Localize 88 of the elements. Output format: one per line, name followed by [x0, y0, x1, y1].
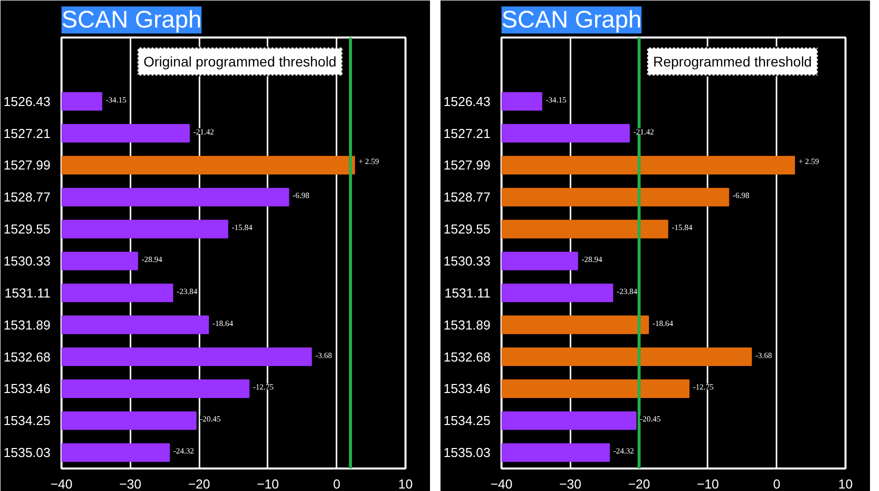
data-label: + 2.59 — [798, 157, 820, 166]
y-tick-label: 1528.77 — [444, 190, 491, 205]
bar — [62, 379, 250, 398]
x-tick-label: −20 — [628, 476, 650, 491]
bar — [502, 252, 578, 270]
data-label: -20.45 — [200, 414, 221, 424]
data-label: -6.98 — [732, 191, 750, 200]
y-tick-label: 1529.55 — [444, 222, 491, 237]
data-label: -12.75 — [252, 382, 274, 392]
data-label: -34.15 — [546, 95, 566, 104]
y-tick-label: 1534.25 — [444, 413, 491, 428]
bar — [62, 188, 290, 206]
bar — [502, 379, 690, 398]
y-tick-label: 1533.46 — [4, 381, 51, 396]
data-label: -21.42 — [633, 127, 654, 136]
y-tick-label: 1527.99 — [4, 158, 51, 173]
chart-title: SCAN Graph — [62, 6, 202, 34]
x-tick-label: −30 — [119, 476, 142, 491]
y-tick-label: 1531.89 — [444, 317, 491, 332]
bar — [62, 124, 190, 143]
data-label: -6.98 — [292, 191, 310, 200]
bar — [502, 411, 637, 430]
data-label: -3.68 — [755, 350, 772, 360]
bar — [62, 443, 170, 462]
data-label: + 2.59 — [358, 157, 380, 166]
x-tick-label: 0 — [333, 476, 340, 491]
y-tick-label: 1530.33 — [4, 253, 51, 268]
data-label: -3.68 — [315, 350, 332, 360]
data-label: -23.84 — [176, 286, 198, 296]
y-tick-label: 1529.55 — [4, 222, 51, 237]
data-label: -24.32 — [613, 446, 634, 456]
data-label: -18.64 — [652, 318, 674, 328]
y-tick-label: 1526.43 — [444, 94, 491, 109]
y-tick-label: 1530.33 — [444, 253, 491, 268]
bar — [62, 252, 138, 270]
bar — [62, 284, 174, 302]
bar — [62, 220, 228, 238]
x-tick-label: −40 — [490, 476, 513, 491]
x-tick-label: −20 — [188, 476, 210, 491]
bar — [502, 316, 649, 334]
data-label: -28.94 — [582, 254, 602, 264]
bar — [502, 284, 614, 302]
data-label: -20.45 — [640, 414, 661, 424]
data-label: -34.15 — [106, 95, 126, 104]
bar — [502, 124, 630, 143]
data-label: -15.84 — [232, 223, 252, 232]
x-tick-label: 10 — [838, 476, 853, 491]
data-label: -12.75 — [692, 382, 714, 392]
bar — [502, 188, 730, 206]
chart-title: SCAN Graph — [502, 6, 642, 34]
x-tick-label: −40 — [50, 476, 73, 491]
y-tick-label: 1532.68 — [4, 349, 51, 364]
y-tick-label: 1531.11 — [4, 285, 51, 300]
y-tick-label: 1528.77 — [4, 190, 51, 205]
ref-line-label: Reprogrammed threshold — [653, 53, 812, 70]
data-label: -28.94 — [142, 254, 162, 264]
bar — [62, 411, 197, 430]
y-tick-label: 1534.25 — [4, 413, 51, 428]
x-tick-label: −10 — [256, 476, 279, 491]
data-label: -21.42 — [193, 127, 214, 136]
y-tick-label: 1531.11 — [444, 285, 491, 300]
y-tick-label: 1535.03 — [4, 445, 51, 460]
x-tick-label: 0 — [773, 476, 780, 491]
ref-line-label: Original programmed threshold — [143, 53, 336, 70]
x-tick-label: −30 — [559, 476, 582, 491]
y-tick-label: 1531.89 — [4, 317, 51, 332]
y-tick-label: 1527.99 — [444, 158, 491, 173]
y-tick-label: 1532.68 — [444, 349, 491, 364]
bar — [502, 347, 752, 366]
x-tick-label: −10 — [696, 476, 719, 491]
y-tick-label: 1535.03 — [444, 445, 491, 460]
y-tick-label: 1527.21 — [444, 126, 491, 141]
bar — [62, 347, 312, 366]
bar — [502, 443, 610, 462]
y-tick-label: 1533.46 — [444, 381, 491, 396]
bar — [502, 92, 542, 111]
bar — [62, 92, 102, 111]
data-label: -18.64 — [212, 318, 234, 328]
data-label: -15.84 — [672, 223, 692, 232]
y-tick-label: 1526.43 — [4, 94, 51, 109]
bar — [62, 156, 356, 174]
data-label: -24.32 — [173, 446, 194, 456]
y-tick-label: 1527.21 — [4, 126, 51, 141]
bar — [502, 156, 796, 174]
bar — [62, 316, 209, 334]
x-tick-label: 10 — [398, 476, 413, 491]
data-label: -23.84 — [616, 286, 638, 296]
bar — [502, 220, 668, 238]
